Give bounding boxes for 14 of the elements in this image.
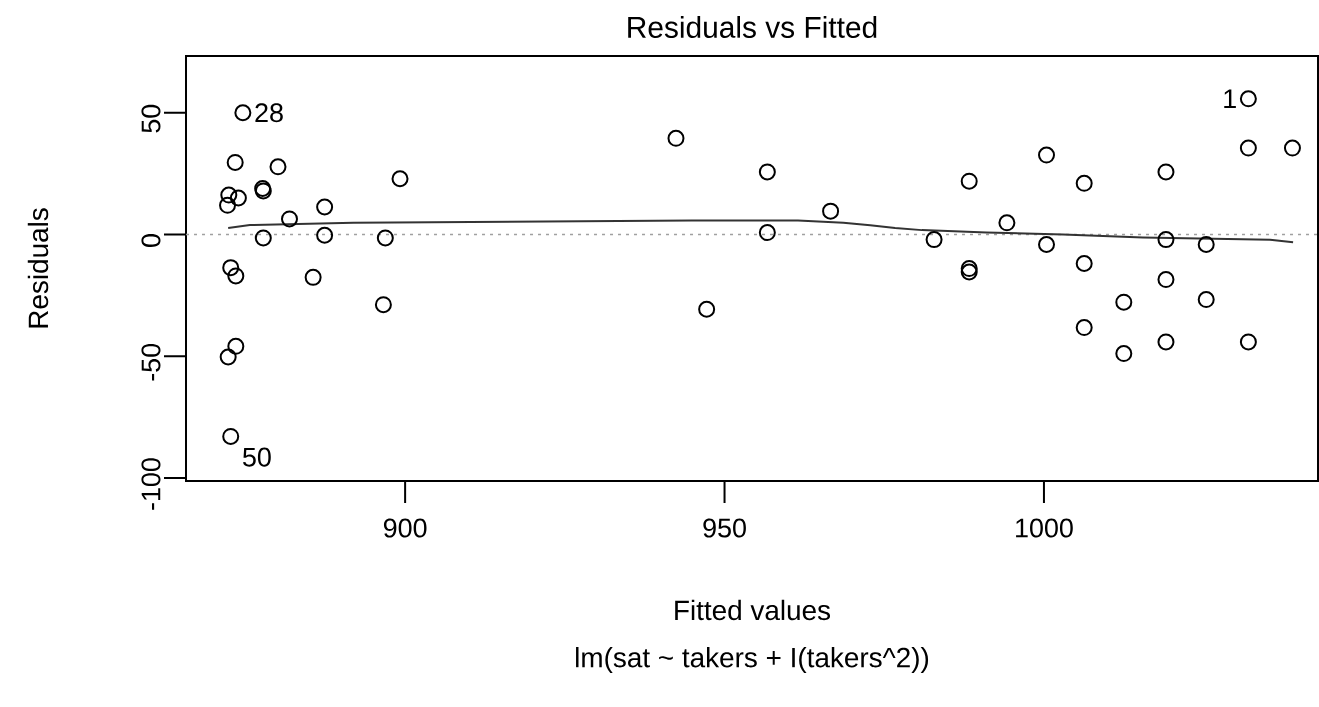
text: lm(sat ~ takers + I(takers^2)) <box>576 647 929 673</box>
annotation: 1 <box>1224 89 1236 109</box>
y-tick-label: 50 <box>141 104 161 133</box>
annotation: 28 <box>255 103 283 123</box>
y-tick-label: -50 <box>141 343 161 381</box>
y-axis-title: Residuals <box>27 208 49 328</box>
y-tick-label: 0 <box>141 234 161 247</box>
x-tick-label: 1000 <box>1016 518 1073 538</box>
x-axis-title: Fitted values <box>675 599 831 621</box>
x-tick-label: 950 <box>703 518 746 538</box>
annotation: 50 <box>243 447 271 467</box>
x-tick-label: 900 <box>383 518 427 538</box>
chart-title: Residuals vs Fitted <box>628 16 877 38</box>
y-tick-label: -100 <box>141 458 161 510</box>
